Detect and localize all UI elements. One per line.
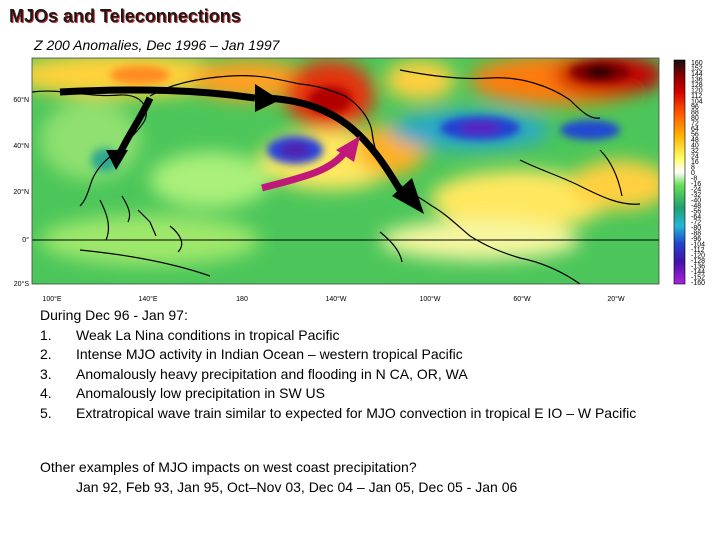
slide-title: MJOs and Teleconnections (9, 6, 241, 26)
colorbar-label: -56 (691, 209, 701, 216)
colorbar-label: 48 (691, 137, 699, 144)
notes-item: 2. Intense MJO activity in Indian Ocean –… (40, 345, 680, 365)
colorbar-label: 16 (691, 159, 699, 166)
colorbar-label: -80 (691, 225, 701, 232)
longitude-label: 180 (236, 296, 248, 303)
notes-item-number: 2. (40, 346, 52, 362)
colorbar-label: -152 (691, 275, 705, 282)
colorbar-label: -104 (691, 242, 705, 249)
longitude-label: 100°E (42, 295, 61, 303)
notes-item-number: 3. (40, 365, 52, 382)
notes-item-number: 1. (40, 326, 52, 343)
longitude-label: 100°W (419, 295, 440, 303)
colorbar-label: 112 (691, 93, 702, 100)
notes-heading: During Dec 96 - Jan 97: (40, 307, 188, 323)
colorbar-label: 32 (691, 148, 699, 155)
notes-list: 1. Weak La Nina conditions in tropical Pa… (40, 326, 680, 424)
z200-anomaly-map: 60°N40°N20°N0°20°S 100°E 140°E 180 140°W 100… (13, 57, 705, 303)
latitude-labels: 60°N 40°N 20°N 0° 20°S (13, 96, 29, 288)
colorbar-label: -40 (691, 198, 701, 205)
colorbar-labels: 1601521441361281201121049688807264564840… (691, 60, 705, 287)
notes-block: During Dec 96 - Jan 97: 1. Weak La Nina c… (40, 306, 680, 423)
other-examples-list: Jan 92, Feb 93, Jan 95, Oct–Nov 03, Dec … (76, 478, 518, 495)
colorbar-label: 56 (691, 132, 699, 139)
colorbar-label: -88 (691, 231, 701, 238)
colorbar (673, 59, 686, 285)
colorbar-label: -72 (691, 220, 701, 227)
colorbar-label: -8 (691, 176, 697, 183)
colorbar-label: 96 (691, 104, 699, 111)
colorbar-label: 144 (691, 71, 703, 78)
colorbar-label: 160 (691, 60, 703, 67)
colorbar-label: -160 (691, 280, 705, 287)
map-subtitle: Z 200 Anomalies, Dec 1996 – Jan 1997 (34, 37, 280, 53)
colorbar-label: 120 (691, 88, 703, 95)
colorbar-label: 104 (691, 99, 703, 106)
colorbar-label: 24 (691, 154, 699, 161)
notes-item: 1. Weak La Nina conditions in tropical Pa… (40, 326, 680, 346)
colorbar-label: -64 (691, 214, 701, 221)
colorbar-label: 88 (691, 110, 699, 117)
latitude-label: 60°N (13, 96, 29, 104)
longitude-label: 140°E (138, 295, 157, 303)
colorbar-label: 136 (691, 77, 703, 84)
other-examples: Other examples of MJO impacts on west co… (40, 458, 517, 497)
colorbar-label: -120 (691, 253, 705, 260)
colorbar-label: 72 (691, 121, 699, 128)
notes-item: 3. Anomalously heavy precipitation and fl… (40, 365, 680, 385)
colorbar-label: -32 (691, 192, 701, 199)
colorbar-label: -112 (691, 247, 705, 254)
notes-item-text: Anomalously low precipitation in SW US (76, 385, 325, 401)
colorbar-label: -136 (691, 264, 705, 271)
colorbar-label: -24 (691, 187, 701, 194)
longitude-label: 140°W (325, 295, 346, 303)
latitude-label: 0° (22, 236, 29, 244)
latitude-label: 20°N (13, 188, 29, 196)
colorbar-label: 40 (691, 143, 699, 150)
colorbar-label: 0 (691, 170, 695, 177)
colorbar-label: 128 (691, 82, 703, 89)
notes-item-text: Intense MJO activity in Indian Ocean – w… (76, 346, 463, 362)
notes-item-text: Extratropical wave train similar to expe… (76, 404, 637, 421)
longitude-labels: 100°E 140°E 180 140°W 100°W 60°W 20°W (42, 295, 625, 303)
colorbar-label: -48 (691, 203, 701, 210)
notes-item-number: 4. (40, 385, 52, 401)
colorbar-label: -128 (691, 258, 705, 265)
notes-item: 5. Extratropical wave train similar to ex… (40, 404, 680, 424)
anomaly-field (32, 58, 659, 284)
latitude-label: 20°S (14, 280, 30, 288)
notes-item-text: Anomalously heavy precipitation and floo… (76, 365, 468, 382)
colorbar-label: 64 (691, 126, 699, 133)
colorbar-label: -16 (691, 181, 701, 188)
latitude-label: 40°N (13, 142, 29, 150)
wave-train-arrow (59, 84, 424, 214)
colorbar-label: -96 (691, 236, 701, 243)
mjo-arrow (261, 136, 360, 192)
colorbar-label: -144 (691, 269, 705, 276)
longitude-label: 20°W (607, 295, 625, 303)
notes-item-number: 5. (40, 404, 52, 421)
colorbar-label: 80 (691, 115, 699, 122)
colorbar-label: 152 (691, 66, 703, 73)
notes-item: 4. Anomalously low precipitation in SW US (40, 384, 680, 404)
notes-item-text: Weak La Nina conditions in tropical Paci… (76, 326, 340, 343)
colorbar-label: 8 (691, 165, 695, 172)
other-examples-question: Other examples of MJO impacts on west co… (40, 459, 417, 475)
longitude-label: 60°W (513, 295, 531, 303)
